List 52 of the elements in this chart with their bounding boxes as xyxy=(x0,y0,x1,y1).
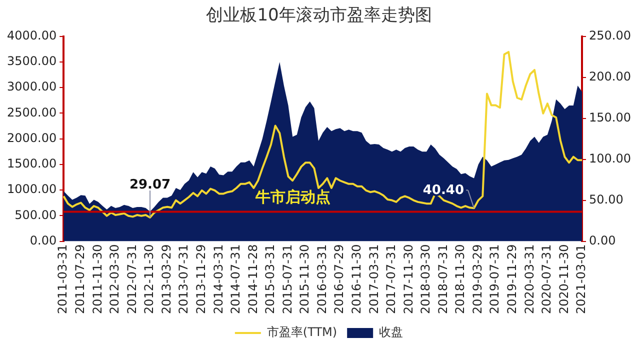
x-tick-label: 2011-11-30 xyxy=(90,244,104,314)
x-tick-label: 2016-03-31 xyxy=(314,244,329,314)
x-tick-label: 2015-03-31 xyxy=(263,244,278,314)
y-tick-label: 2500.00 xyxy=(7,105,57,120)
y-tick-label: 4000.00 xyxy=(7,28,57,43)
y2-tick-label: 200.00 xyxy=(589,69,632,84)
x-tick-label: 2016-11-30 xyxy=(350,244,364,314)
x-tick-label: 2013-11-29 xyxy=(194,244,208,314)
y-tick-label: 3500.00 xyxy=(7,54,57,68)
y-tick-label: 3000.00 xyxy=(7,80,57,94)
y2-tick-label: 100.00 xyxy=(589,151,632,166)
x-tick-label: 2018-03-30 xyxy=(418,244,433,314)
y-tick-label: 0.00 xyxy=(30,233,57,248)
legend-label: 市盈率(TTM) xyxy=(266,325,338,340)
y-tick-label: 2000.00 xyxy=(7,130,57,145)
x-tick-label: 2012-07-31 xyxy=(124,244,139,314)
x-tick-label: 2020-07-31 xyxy=(540,244,554,314)
y2-tick-label: 0.00 xyxy=(589,233,616,248)
x-tick-label: 2013-03-29 xyxy=(159,244,174,314)
x-tick-label: 2021-03-01 xyxy=(574,244,588,314)
x-tick-label: 2015-11-30 xyxy=(298,244,312,314)
ref-line-label: 牛市启动点 xyxy=(254,188,330,206)
x-tick-label: 2018-07-31 xyxy=(436,244,450,314)
chart-title: 创业板10年滚动市盈率走势图 xyxy=(206,6,432,26)
x-tick-label: 2014-03-31 xyxy=(211,244,226,314)
x-tick-label: 2017-03-31 xyxy=(366,244,381,314)
x-tick-label: 2019-11-29 xyxy=(505,244,520,314)
x-tick-label: 2020-11-30 xyxy=(556,244,571,314)
x-tick-label: 2016-07-29 xyxy=(332,244,346,314)
x-tick-label: 2017-11-30 xyxy=(401,244,416,314)
data-label: 29.07 xyxy=(129,177,171,192)
x-tick-label: 2020-03-31 xyxy=(522,244,536,314)
x-tick-label: 2015-07-31 xyxy=(280,244,294,314)
x-tick-label: 2012-11-30 xyxy=(142,244,156,314)
x-tick-label: 2017-07-31 xyxy=(384,244,398,314)
y2-tick-label: 150.00 xyxy=(589,110,632,124)
x-tick-label: 2019-03-29 xyxy=(470,244,484,314)
y-tick-label: 500.00 xyxy=(14,208,57,222)
y-tick-label: 1000.00 xyxy=(7,182,57,196)
x-tick-label: 2013-07-31 xyxy=(176,244,191,314)
x-tick-label: 2012-03-30 xyxy=(108,244,122,314)
x-tick-label: 2019-07-31 xyxy=(488,244,502,314)
x-tick-label: 2018-11-30 xyxy=(453,244,468,314)
y2-tick-label: 250.00 xyxy=(589,28,632,43)
x-tick-label: 2011-03-31 xyxy=(56,244,70,314)
y2-tick-label: 50.00 xyxy=(589,192,624,206)
x-tick-label: 2011-07-29 xyxy=(73,244,88,314)
legend-label: 收盘 xyxy=(379,325,404,340)
x-tick-label: 2014-11-28 xyxy=(246,244,260,314)
x-tick-label: 2014-07-31 xyxy=(228,244,243,314)
y-tick-label: 1500.00 xyxy=(7,156,57,171)
data-label: 40.40 xyxy=(422,183,464,198)
